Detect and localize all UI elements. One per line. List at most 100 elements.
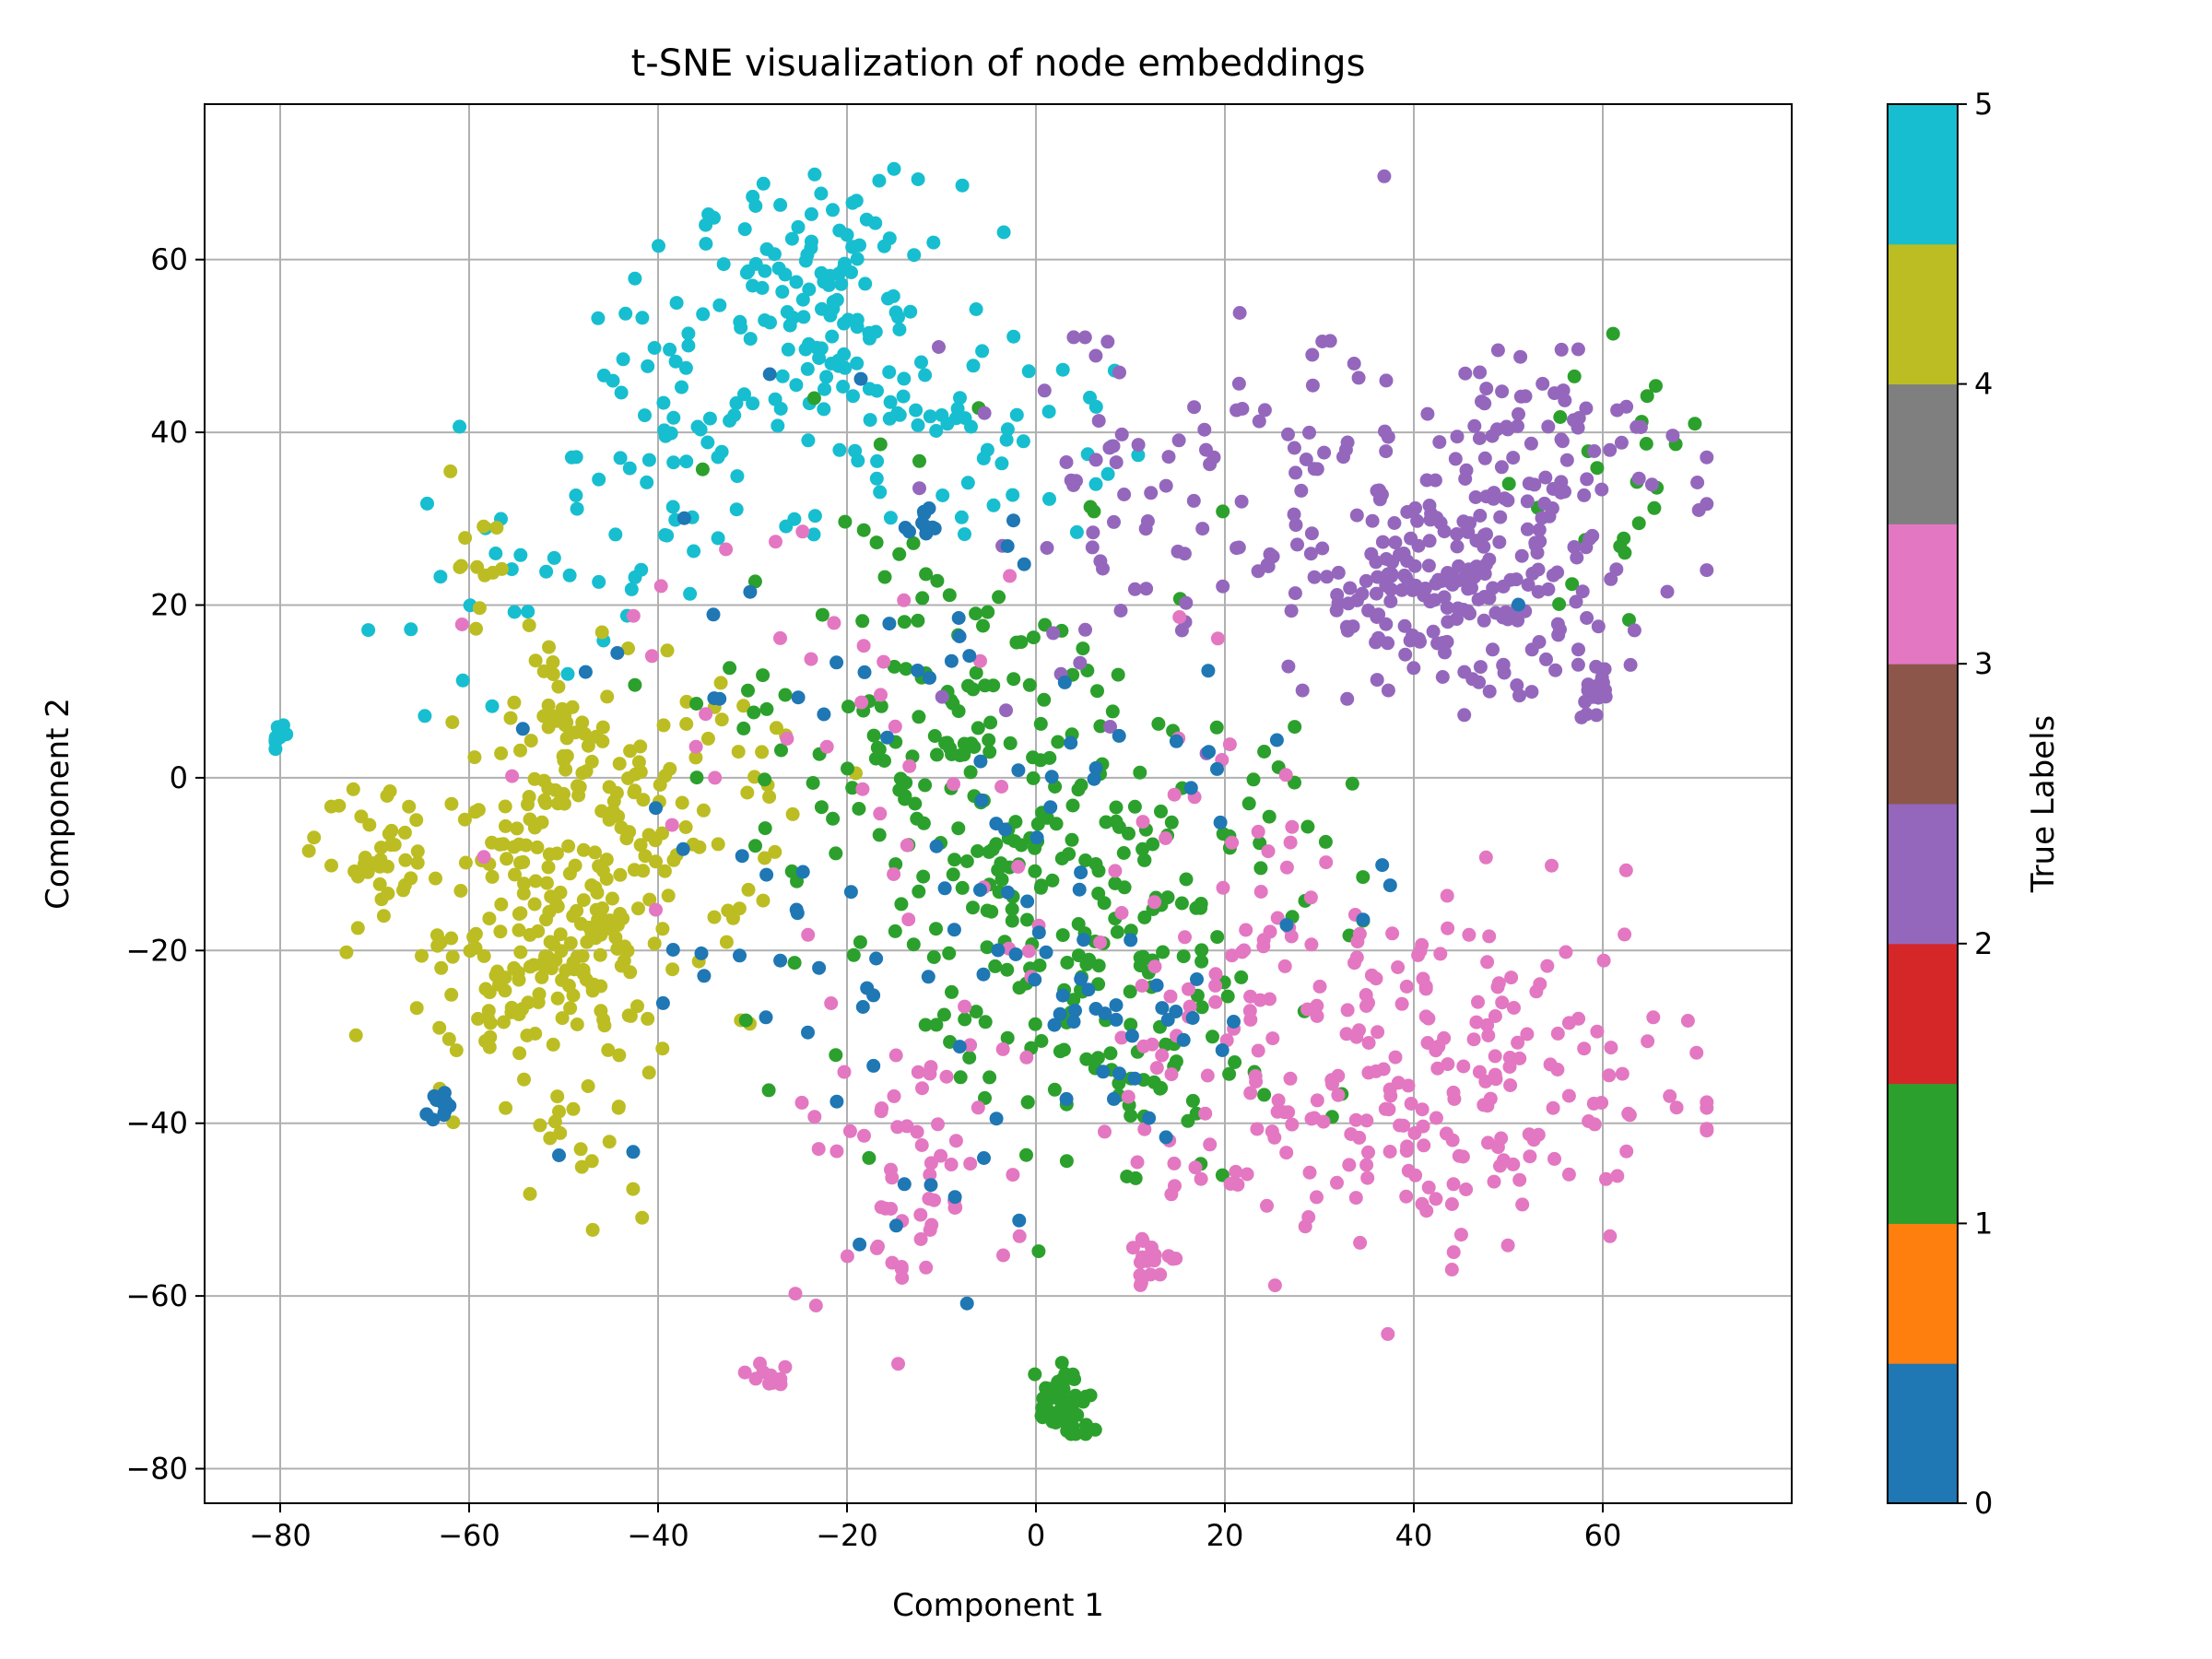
scatter-point	[592, 927, 606, 942]
scatter-point	[1520, 522, 1535, 536]
scatter-point	[1369, 555, 1383, 570]
colorbar-frame	[1887, 103, 1959, 1504]
scatter-point	[935, 408, 949, 422]
scatter-point	[908, 796, 923, 811]
scatter-point	[1589, 708, 1604, 723]
scatter-point	[1396, 1118, 1411, 1133]
scatter-point	[633, 739, 648, 754]
scatter-point	[1194, 900, 1208, 915]
scatter-point	[620, 944, 635, 959]
scatter-point	[894, 1260, 909, 1274]
scatter-point	[983, 715, 998, 730]
scatter-point	[1452, 559, 1466, 573]
scatter-point	[832, 442, 847, 457]
scatter-point	[1194, 1171, 1208, 1186]
scatter-point	[1179, 595, 1194, 610]
scatter-point	[818, 382, 831, 396]
scatter-point	[1700, 1124, 1714, 1138]
scatter-point	[1161, 450, 1176, 465]
scatter-point	[924, 1178, 938, 1193]
scatter-point	[1028, 1017, 1042, 1031]
scatter-point	[557, 796, 571, 811]
scatter-point	[1469, 1015, 1484, 1030]
scatter-point	[931, 1117, 945, 1132]
scatter-point	[986, 498, 1001, 512]
scatter-point	[1001, 885, 1015, 900]
x-axis-ticks: −80 −60 −40 −20 0 20 40 60	[249, 1503, 1621, 1553]
colorbar-tick-label: 2	[1974, 926, 1993, 961]
scatter-point	[789, 378, 804, 393]
scatter-point	[840, 1249, 854, 1264]
scatter-point	[1195, 522, 1210, 536]
scatter-point	[1290, 537, 1304, 552]
scatter-point	[829, 1048, 843, 1063]
scatter-point	[1120, 1170, 1135, 1183]
scatter-point	[1512, 1172, 1527, 1187]
colorbar: 0 1 2 3 4 5	[1887, 87, 1993, 1521]
scatter-point	[1320, 570, 1335, 584]
scatter-point	[1591, 619, 1606, 634]
scatter-point	[1197, 422, 1212, 437]
scatter-point	[446, 1115, 461, 1130]
scatter-point	[398, 853, 413, 867]
scatter-point	[773, 197, 788, 212]
scatter-point	[842, 1124, 857, 1138]
scatter-point	[1440, 600, 1454, 615]
scatter-point	[947, 923, 961, 937]
scatter-point	[1477, 539, 1491, 554]
scatter-point	[755, 745, 770, 759]
scatter-point	[1011, 763, 1026, 778]
scatter-point	[409, 1001, 424, 1016]
scatter-point	[494, 897, 509, 912]
scatter-point	[1249, 1075, 1264, 1088]
scatter-point	[616, 352, 630, 367]
scatter-point	[729, 502, 744, 517]
scatter-point	[1235, 945, 1250, 959]
scatter-point	[837, 316, 852, 331]
y-tick-label: −80	[125, 1452, 188, 1487]
scatter-point	[1030, 817, 1045, 831]
scatter-point	[1567, 540, 1582, 554]
scatter-point	[826, 203, 840, 218]
scatter-point	[927, 1193, 941, 1207]
scatter-point	[544, 961, 559, 976]
scatter-point	[1031, 1244, 1046, 1259]
scatter-point	[966, 900, 980, 915]
scatter-point	[1005, 913, 1019, 928]
scatter-point	[638, 408, 652, 423]
scatter-point	[929, 839, 944, 853]
scatter-point	[1136, 1039, 1151, 1053]
scatter-point	[1433, 947, 1448, 961]
scatter-point	[1167, 787, 1182, 802]
scatter-point	[523, 959, 537, 974]
scatter-point	[1434, 574, 1449, 588]
scatter-point	[736, 721, 751, 735]
scatter-point	[1285, 1117, 1300, 1132]
scatter-point	[483, 1030, 498, 1044]
scatter-point	[676, 841, 690, 856]
scatter-point	[935, 689, 949, 704]
scatter-point	[951, 821, 966, 836]
scatter-point	[846, 240, 861, 254]
scatter-point	[531, 924, 546, 938]
scatter-point	[1042, 491, 1056, 506]
scatter-point	[1235, 402, 1250, 416]
scatter-point	[505, 769, 520, 783]
scatter-point	[1546, 1100, 1560, 1115]
scatter-point	[1524, 685, 1539, 700]
scatter-point	[1037, 383, 1052, 398]
scatter-point	[679, 454, 694, 469]
scatter-point	[1453, 1228, 1468, 1242]
scatter-point	[910, 1124, 924, 1139]
scatter-point	[789, 902, 804, 917]
scatter-point	[1595, 676, 1610, 690]
scatter-point	[419, 1107, 434, 1122]
scatter-point	[688, 739, 703, 754]
scatter-point	[1700, 1095, 1714, 1110]
scatter-point	[1446, 1245, 1461, 1260]
scatter-point	[1202, 745, 1216, 759]
scatter-point	[1377, 169, 1392, 183]
scatter-point	[1479, 527, 1493, 542]
scatter-point	[1155, 1048, 1170, 1063]
scatter-point	[1494, 460, 1509, 475]
